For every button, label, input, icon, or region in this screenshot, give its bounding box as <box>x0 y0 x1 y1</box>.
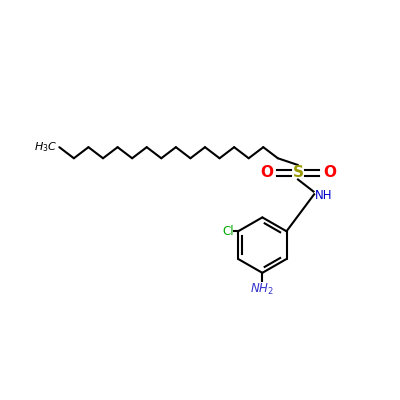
Text: NH: NH <box>315 189 332 202</box>
Text: $H_3C$: $H_3C$ <box>34 140 58 154</box>
Text: S: S <box>292 165 304 180</box>
Text: O: O <box>260 165 273 180</box>
Text: $NH_2$: $NH_2$ <box>250 282 274 296</box>
Text: Cl: Cl <box>222 225 234 238</box>
Text: O: O <box>323 165 336 180</box>
